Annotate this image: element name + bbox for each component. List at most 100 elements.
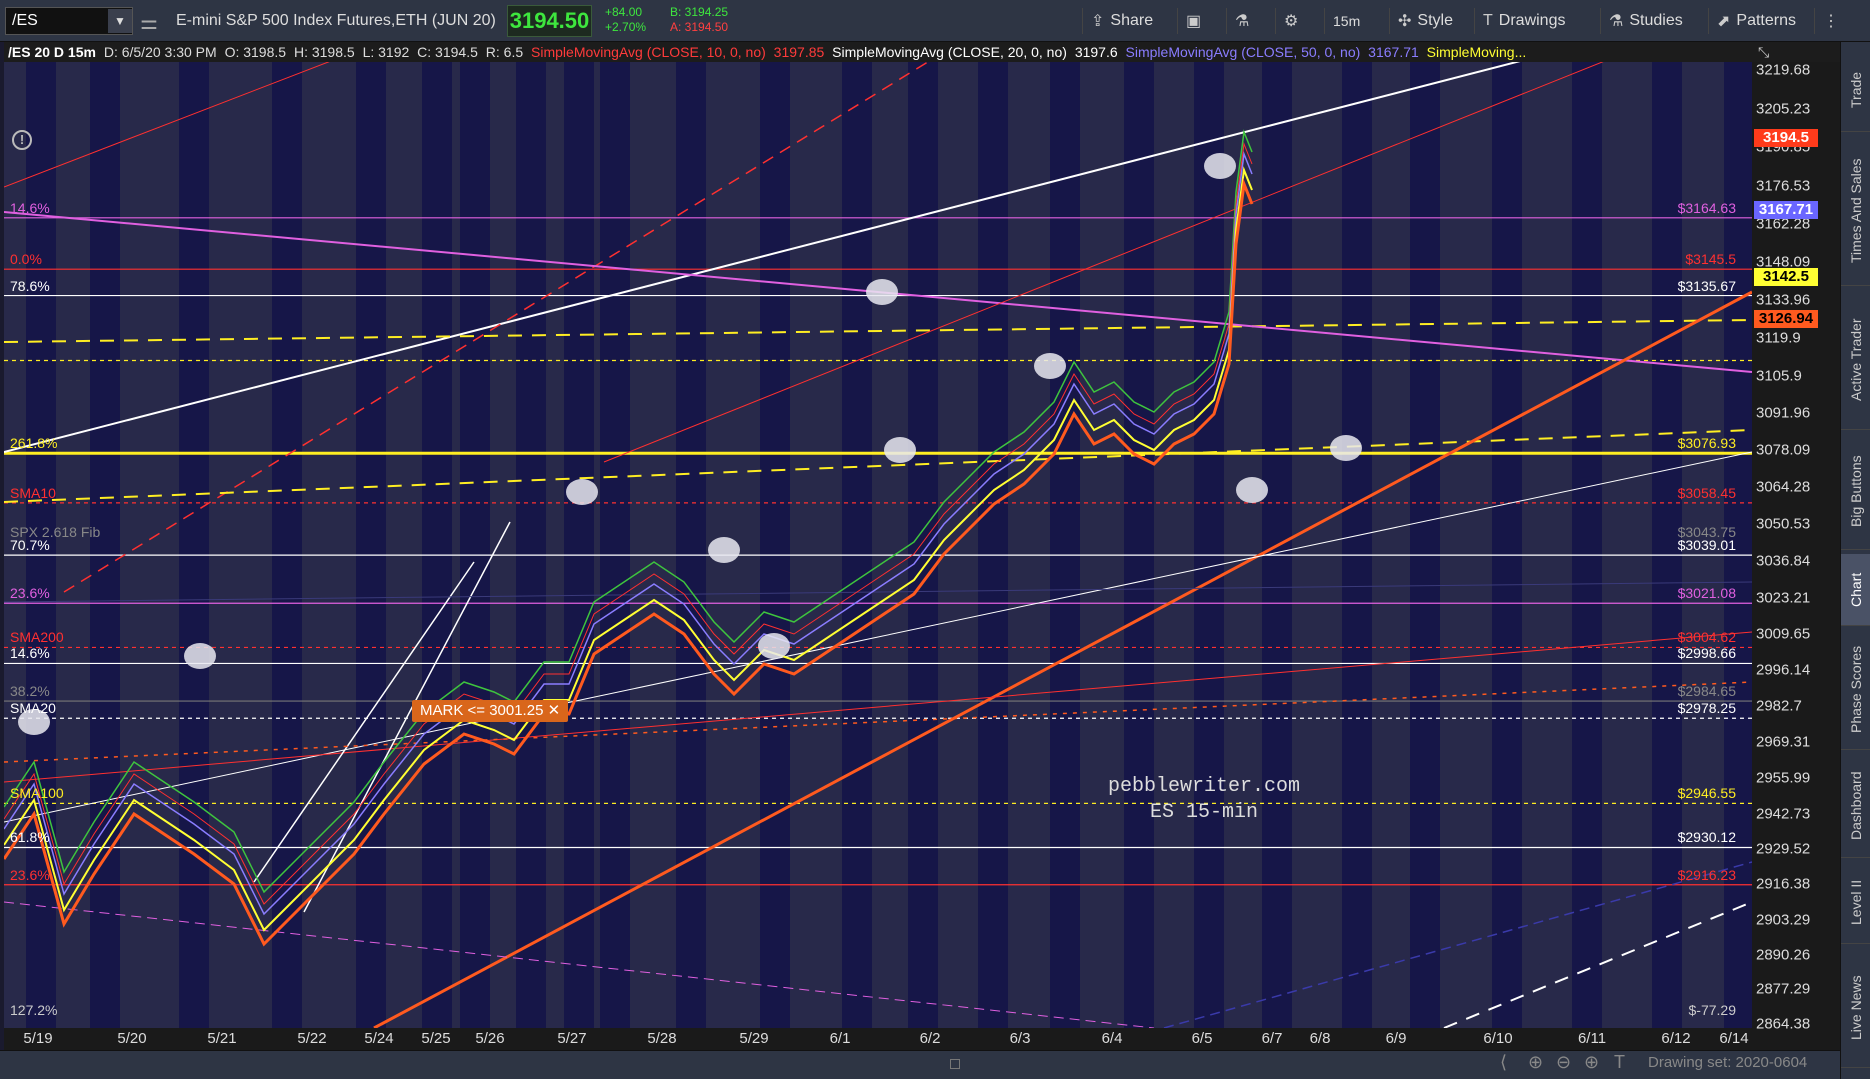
scroll-handle[interactable]	[950, 1059, 960, 1069]
sma20-label[interactable]: SimpleMovingAvg (CLOSE, 20, 0, no)	[832, 44, 1067, 60]
session-band	[422, 62, 452, 1028]
price-tick: 3023.21	[1756, 589, 1811, 607]
bar-close: C: 3194.5	[417, 44, 478, 60]
price-change: +84.00 +2.70%	[605, 5, 646, 35]
level-price-label: $2946.55	[1677, 785, 1736, 802]
settings-sliders-icon[interactable]: ⚌	[140, 12, 158, 34]
session-band	[760, 62, 790, 1028]
level-price-label: $2916.23	[1677, 866, 1736, 883]
date-tick: 5/21	[207, 1030, 237, 1047]
style-label: Style	[1417, 12, 1453, 29]
date-tick: 6/7	[1261, 1030, 1283, 1047]
change-percent: +2.70%	[605, 20, 647, 34]
bar-low: L: 3192	[362, 44, 410, 60]
chart-settings-button[interactable]: ⚙	[1275, 8, 1306, 34]
scroll-left-icon[interactable]: ⟨	[1500, 1052, 1508, 1072]
date-tick: 5/24	[364, 1030, 394, 1047]
zoom-out-icon[interactable]: ⊖	[1556, 1052, 1572, 1072]
zoom-in-icon[interactable]: ⊕	[1584, 1052, 1600, 1072]
flask-icon: ⚗	[1609, 13, 1624, 30]
sidebar-tab-level-ii[interactable]: Level II	[1841, 862, 1870, 944]
session-band	[842, 62, 872, 1028]
session-band	[1410, 62, 1440, 1028]
sidebar-tab-live-news[interactable]: Live News	[1841, 948, 1870, 1068]
date-tick: 5/29	[739, 1030, 769, 1047]
date-tick: 6/12	[1661, 1030, 1691, 1047]
sidebar-tab-trade[interactable]: Trade	[1841, 48, 1870, 132]
interval-button[interactable]: 15m	[1324, 8, 1368, 34]
session-band	[179, 62, 209, 1028]
chart-area[interactable]: ! 14.6% $3164.63 0.0% $3145.5 78.6% $3135.67 2…	[4, 62, 1752, 1028]
level-price-label: $3021.08	[1677, 585, 1736, 602]
session-band	[1724, 62, 1752, 1028]
level-price-label: $3058.45	[1677, 484, 1736, 501]
price-tick: 2982.7	[1756, 697, 1802, 715]
flask-button[interactable]: ⚗	[1226, 8, 1257, 34]
sidebar-tab-phase-scores[interactable]: Phase Scores	[1841, 630, 1870, 750]
watermark: pebblewriter.com ES 15-min	[1044, 774, 1364, 826]
trend-line	[63, 62, 930, 593]
change-value: +84.00	[605, 5, 643, 19]
bar-open: O: 3198.5	[224, 44, 287, 60]
pan-icon[interactable]: ⊕	[1528, 1052, 1544, 1072]
more-menu-button[interactable]: ⋮	[1814, 8, 1847, 34]
share-button[interactable]: ⇪ Share	[1082, 8, 1161, 34]
price-tick: 3078.09	[1756, 441, 1811, 459]
session-band	[1194, 62, 1224, 1028]
toolbar: /ES ▼ ⚌ E-mini S&P 500 Index Futures,ETH…	[0, 0, 1870, 42]
sidebar-tab-big-buttons[interactable]: Big Buttons	[1841, 434, 1870, 550]
price-tick: 2955.99	[1756, 769, 1811, 787]
highlight-circle	[1330, 435, 1362, 461]
date-tick: 6/14	[1719, 1030, 1749, 1047]
drawing-text-icon[interactable]: T	[1614, 1052, 1625, 1072]
sma10-label[interactable]: SimpleMovingAvg (CLOSE, 10, 0, no)	[531, 44, 766, 60]
sma50-label[interactable]: SimpleMovingAvg (CLOSE, 50, 0, no)	[1125, 44, 1361, 60]
price-chart[interactable]	[4, 62, 1752, 1028]
snapshot-button[interactable]: ▣	[1177, 8, 1209, 34]
level-left-label: SMA200	[10, 629, 64, 646]
share-label: Share	[1110, 12, 1154, 29]
level-left-label: 70.7%	[10, 537, 50, 554]
trend-line	[4, 451, 1752, 823]
trend-line	[4, 631, 1752, 783]
sidebar-tab-active-trader[interactable]: Active Trader	[1841, 290, 1870, 430]
level-left-label: 23.6%	[10, 866, 50, 883]
level-price-label: $3164.63	[1677, 199, 1736, 216]
studies-button[interactable]: ⚗ Studies	[1600, 8, 1691, 34]
drawings-button[interactable]: T Drawings	[1474, 8, 1573, 34]
patterns-button[interactable]: ⬈ Patterns	[1708, 8, 1804, 34]
price-tick: 2969.31	[1756, 733, 1811, 751]
trend-line	[4, 62, 330, 188]
date-tick: 5/19	[23, 1030, 53, 1047]
date-tick: 5/22	[297, 1030, 327, 1047]
sidebar-tab-dashboard[interactable]: Dashboard	[1841, 754, 1870, 858]
price-tick: 2996.14	[1756, 661, 1811, 679]
level-price-label: $-77.29	[1688, 1001, 1736, 1018]
time-axis[interactable]: 5/19 5/20 5/21 5/22 5/24 5/25 5/26 5/27 5/28 5/29…	[4, 1028, 1752, 1050]
price-axis[interactable]: 3219.68 3205.23 3190.85 3176.53 3162.28 3148.…	[1752, 62, 1840, 1050]
symbol-description: E-mini S&P 500 Index Futures,ETH (JUN 20…	[176, 12, 496, 29]
sidebar-tab-times-and-sales[interactable]: Times And Sales	[1841, 136, 1870, 286]
session-band	[600, 62, 630, 1028]
sma-more-label[interactable]: SimpleMoving...	[1426, 44, 1527, 60]
sidebar-tab-chart[interactable]: Chart	[1841, 554, 1870, 626]
drawing-set-label[interactable]: Drawing set: 2020-0604	[1648, 1054, 1808, 1071]
style-icon: ✣	[1398, 13, 1412, 30]
sma20-value: 3197.6	[1074, 44, 1118, 60]
price-tick: 2890.26	[1756, 946, 1811, 963]
collapse-legend-icon[interactable]: ⤡	[1752, 42, 1840, 62]
trend-line	[603, 62, 1604, 463]
text-t-icon: T	[1483, 12, 1493, 29]
alert-icon[interactable]: !	[12, 130, 32, 150]
highlight-circle	[18, 709, 50, 735]
level-left-label: 127.2%	[10, 1001, 58, 1018]
price-tick: 2929.52	[1756, 840, 1811, 858]
trend-line	[4, 901, 1155, 1028]
studies-label: Studies	[1629, 12, 1683, 29]
patterns-label: Patterns	[1736, 12, 1796, 29]
mark-alert-label[interactable]: MARK <= 3001.25 ✕	[412, 700, 569, 722]
level-left-label: SMA20	[10, 700, 56, 717]
symbol-dropdown-button[interactable]: ▼	[108, 9, 132, 33]
sma100-line	[4, 166, 1253, 932]
style-button[interactable]: ✣ Style	[1389, 8, 1461, 34]
